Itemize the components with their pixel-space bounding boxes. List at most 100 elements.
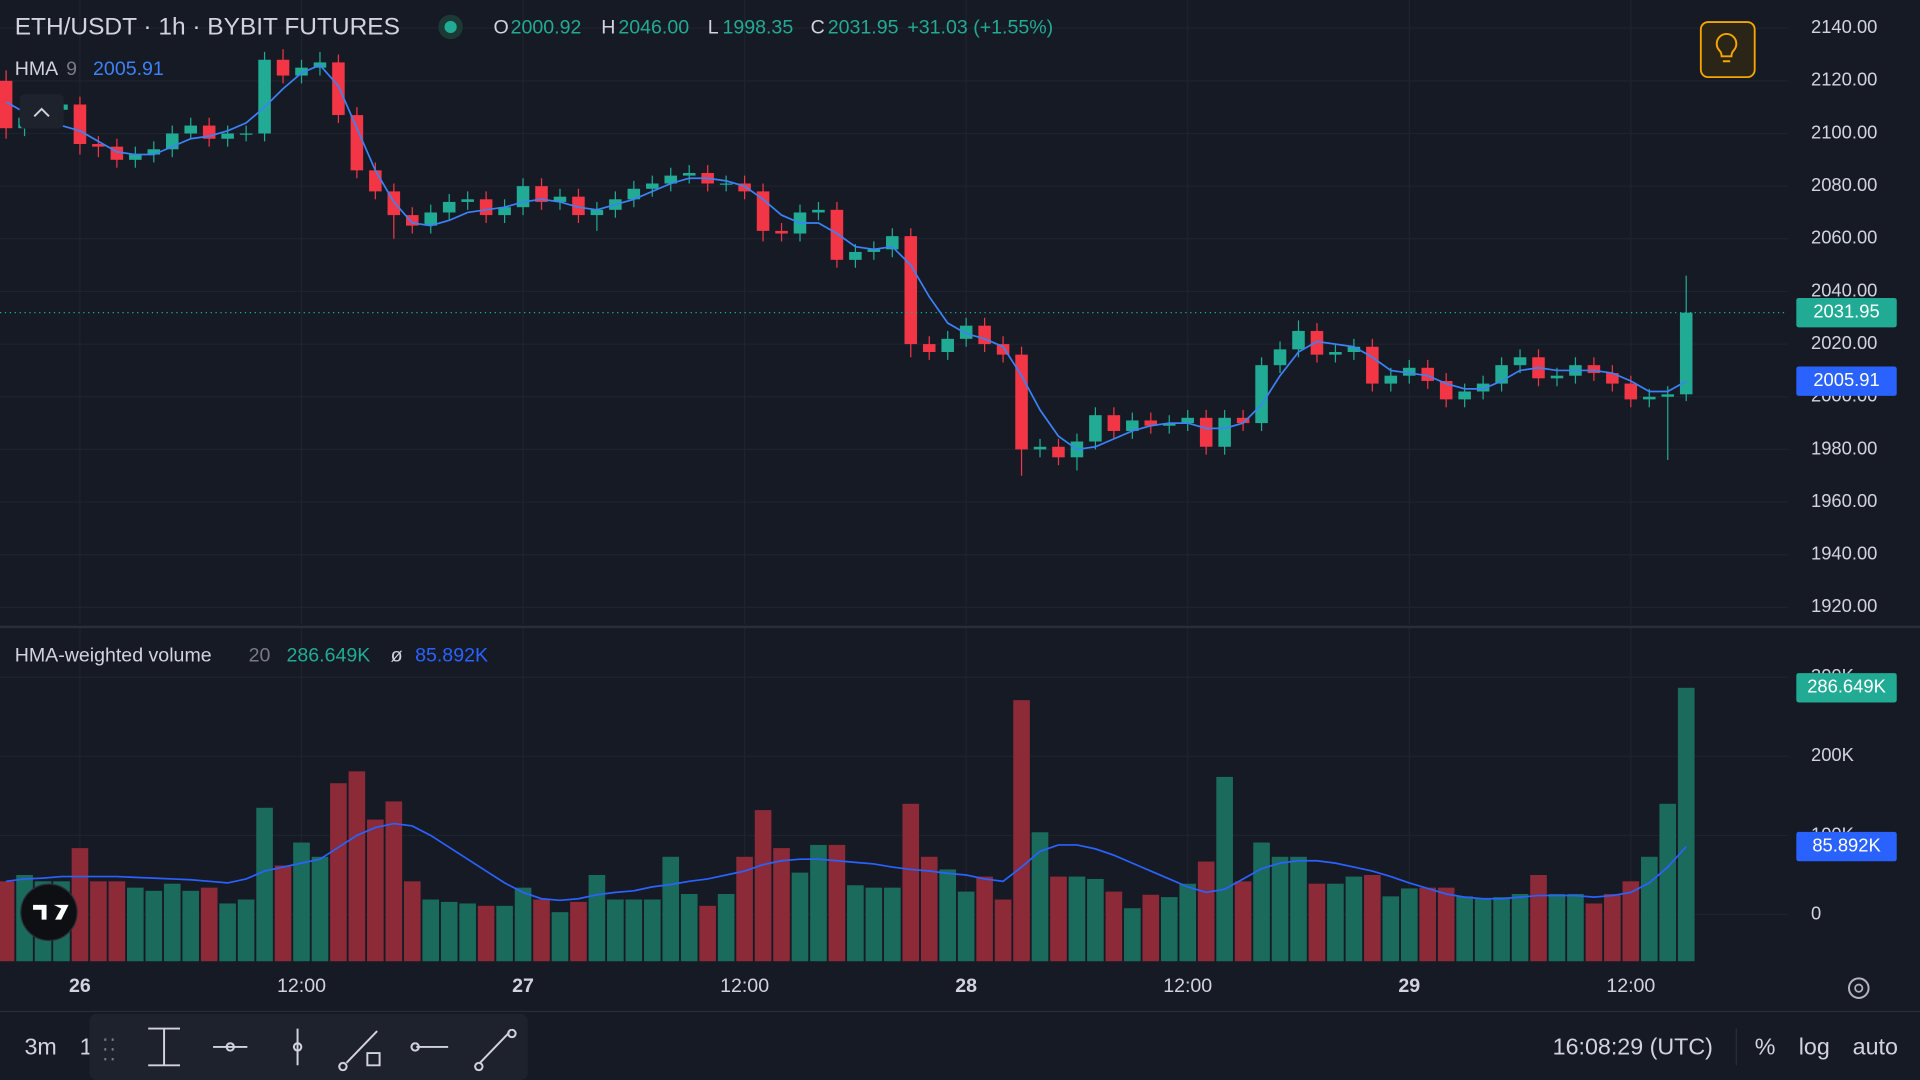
x-tick-label: 28 [955,975,977,997]
volume-bar [883,887,901,962]
volume-bar [1382,896,1400,962]
y-tick-label: 2080.00 [1811,174,1877,195]
settings-icon-center [1854,983,1864,993]
volume-bar [385,801,403,962]
volume-bar [939,869,957,962]
ohlc-letter: C [811,16,825,38]
volume-bar [330,783,347,962]
candle-body [1402,367,1416,376]
candle-body [812,209,825,213]
volume-bar [1031,832,1049,962]
candle-body [590,209,604,216]
auto-button[interactable]: auto [1853,1033,1898,1059]
candle-body [1199,417,1213,447]
volume-bar [311,856,329,962]
interval-button-2[interactable]: 1 [80,1033,93,1059]
candle-body [941,338,954,352]
candle-body [535,186,548,202]
candle-body [756,191,770,231]
tool-vertical-line[interactable] [292,1028,303,1066]
tv-logo[interactable] [20,883,78,942]
volume-bar [219,903,236,962]
volume-bar [570,901,587,962]
volume-bar [920,856,938,962]
volume-bar [1567,893,1584,962]
volume-bar [1124,908,1141,962]
candle-body [922,344,936,352]
volume-bar [403,881,421,962]
candle-body [1458,391,1471,400]
candle-body [1126,420,1139,431]
tool-trend-line[interactable] [474,1028,517,1072]
volume-bar [108,881,126,962]
volume-bar [957,891,975,962]
candle-body [1015,354,1028,450]
volume-bar [1160,897,1178,962]
candle-body [276,59,290,76]
candle-body [424,212,438,226]
last-price-badge-bg [1796,297,1897,328]
hma-line [5,63,1687,451]
volume-legend-average: 85.892K [415,644,488,666]
candle-body [405,215,419,226]
volume-bar [828,844,846,962]
settings-icon[interactable] [1848,977,1870,999]
drag-handle[interactable] [104,1038,114,1061]
candle-body [646,183,659,189]
ohlc-value: 1998.35 [722,16,793,38]
x-tick-label: 26 [69,975,91,997]
candle-body [1587,365,1601,374]
volume-bar [1474,898,1492,962]
candle-body [221,133,234,139]
volume-bar [1677,687,1695,962]
tool-range[interactable] [148,1027,180,1067]
tool-horizontal-ray[interactable] [213,1042,248,1052]
volume-bar [1068,876,1086,962]
y-tick-label: 1960.00 [1811,490,1877,511]
candle-body [719,183,733,185]
collapse-button[interactable] [19,94,64,129]
candle-body [1624,383,1638,400]
y-tick-label: 2100.00 [1811,121,1877,142]
x-tick-label: 27 [512,975,534,997]
volume-bar [182,890,200,962]
volume-bar [717,893,735,962]
ohlc-letter: L [708,16,719,38]
volume-bar [1548,893,1566,962]
candle-body [1384,375,1398,384]
candle-body [1550,375,1564,379]
volume-bar [551,912,569,962]
volume-bar [274,865,292,962]
ohlc-letter: O [493,16,508,38]
ohlc-legend: O 2000.92 H 2046.00 L 1998.35 C 2031.95 +31.03 (… [493,16,1053,38]
volume-bar [477,905,495,962]
volume-bar [1234,881,1252,962]
log-button[interactable]: log [1799,1033,1830,1059]
idea-button[interactable] [1699,21,1756,79]
candle-body [498,207,511,216]
volume-bar [163,883,181,962]
candle-body [682,172,696,176]
volume-bar [1437,887,1455,962]
volume-average-badge-bg [1796,831,1897,862]
volume-bar [145,890,163,962]
volume-bar [1345,876,1363,962]
volume-bar [1290,856,1307,962]
tool-ray[interactable] [410,1042,449,1052]
candle-body [184,125,197,134]
ohlc-value: 2031.95 [828,16,899,38]
volume-bar [200,887,218,962]
candle-body [775,230,788,234]
candle-body [295,67,308,76]
interval-button[interactable]: 3m [24,1033,56,1059]
candle-body [1033,446,1047,450]
price-change: +31.03 (+1.55%) [907,16,1053,38]
hma-badge: 2005.91 [1813,369,1879,390]
candle-body [369,170,382,192]
candle-body [1181,417,1194,424]
tool-shapes[interactable] [338,1030,381,1072]
candle-body [332,62,345,116]
percent-button[interactable]: % [1755,1033,1776,1059]
volume-bar [1271,856,1289,962]
